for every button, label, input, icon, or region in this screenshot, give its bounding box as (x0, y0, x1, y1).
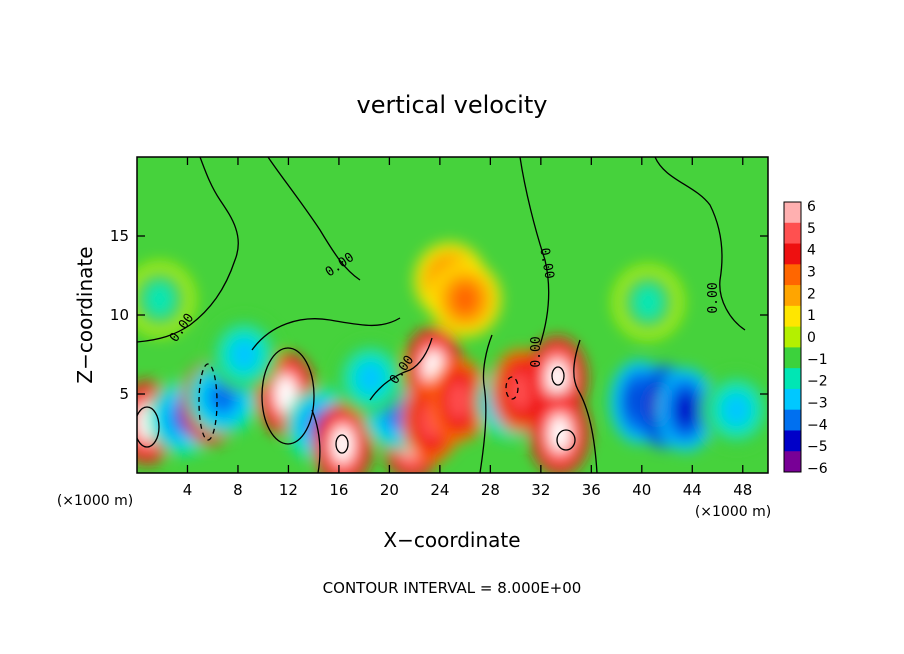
colorbar-tick-label: −6 (807, 461, 828, 477)
contour-loop (261, 347, 315, 445)
colorbar-tick-label: 3 (807, 265, 816, 281)
y-axis-label: Z−coordinate (73, 246, 97, 383)
colorbar-swatch (784, 368, 801, 390)
colorbar: 6 5 4 3 2 1 0 −1 −2 −3 −4 −5 −6 (783, 199, 828, 477)
field-core (145, 282, 175, 317)
colorbar-swatch (784, 243, 801, 265)
zero-contour-line (479, 334, 493, 473)
contour-loop (551, 366, 565, 386)
y-tick-label: 5 (119, 385, 129, 403)
colorbar-tick-label: 4 (807, 243, 816, 259)
colorbar-swatch (784, 347, 801, 369)
x-tick-label: 28 (481, 481, 500, 499)
x-tick-label: 16 (329, 481, 348, 499)
contour-interval-label: CONTOUR INTERVAL = 8.000E+00 (323, 579, 582, 597)
plot-area: 0.00 0.00 0.00 0.00 0.00 0.00 4 8 12 16 20 24… (110, 156, 769, 499)
zero-contour-line (251, 317, 401, 351)
colorbar-tick-label: −3 (807, 396, 828, 412)
field-core (722, 393, 751, 427)
colorbar-swatch (784, 202, 801, 224)
contour-loop (556, 429, 576, 451)
y-tick-label: 15 (110, 227, 129, 245)
contour-label: 0.00 (706, 282, 721, 313)
field-core (674, 390, 697, 429)
colorbar-swatch (784, 264, 801, 286)
x-axis-label: X−coordinate (383, 528, 520, 552)
y-tick-label: 10 (110, 306, 129, 324)
contour-loop (335, 434, 349, 454)
zero-contour-line (573, 339, 598, 473)
field-core (356, 361, 385, 396)
colorbar-swatch (784, 388, 801, 411)
colorbar-tick-label: −2 (807, 374, 828, 390)
contour-loop (198, 363, 218, 441)
colorbar-tick-label: 2 (807, 286, 816, 302)
colorbar-tick-label: 0 (807, 330, 816, 346)
field-core (509, 371, 532, 411)
colorbar-swatch (784, 222, 801, 245)
contour-label: 0.00 (536, 247, 556, 280)
colorbar-tick-label: −4 (807, 417, 828, 433)
colorbar-swatch (784, 326, 801, 348)
x-unit-label-right: (×1000 m) (695, 504, 771, 520)
zero-contour-line (137, 157, 239, 343)
field-core (546, 359, 569, 398)
x-tick-label: 4 (183, 481, 193, 499)
zero-contour-line (369, 337, 433, 401)
x-tick-label: 40 (632, 481, 651, 499)
colorbar-swatch (784, 285, 801, 307)
colorbar-tick-label: 1 (807, 308, 816, 324)
field-core (450, 282, 480, 317)
colorbar-tick-label: −1 (807, 352, 828, 368)
field-core (633, 285, 663, 320)
colorbar-swatch (784, 409, 801, 431)
x-tick-label: 48 (733, 481, 752, 499)
colorbar-tick-label: −5 (807, 439, 828, 455)
x-tick-label: 24 (430, 481, 449, 499)
colorbar-frame (783, 201, 802, 473)
colorbar-tick-label: 6 (807, 199, 816, 215)
chart-title: vertical velocity (357, 91, 548, 119)
zero-contour-line (519, 157, 550, 346)
colorbar-swatch (784, 305, 801, 328)
x-unit-label-left: (×1000 m) (57, 493, 133, 509)
field-core (229, 337, 259, 372)
zero-contour-line (267, 157, 361, 281)
colorbar-tick-label: 5 (807, 221, 816, 237)
field-core (447, 381, 470, 420)
field-core (274, 374, 297, 414)
colorbar-swatch (784, 451, 801, 473)
x-tick-label: 32 (531, 481, 550, 499)
x-tick-label: 8 (233, 481, 243, 499)
x-tick-label: 36 (582, 481, 601, 499)
colorbar-swatch (784, 430, 801, 452)
x-tick-label: 44 (683, 481, 702, 499)
zero-contour-line (654, 157, 746, 331)
contour-loop (137, 406, 160, 448)
contour-loop (505, 376, 519, 400)
x-tick-label: 12 (279, 481, 298, 499)
x-tick-label: 20 (380, 481, 399, 499)
zero-contour-line (311, 409, 321, 473)
contour-label: 0.00 (529, 336, 544, 367)
field-core (331, 425, 354, 464)
